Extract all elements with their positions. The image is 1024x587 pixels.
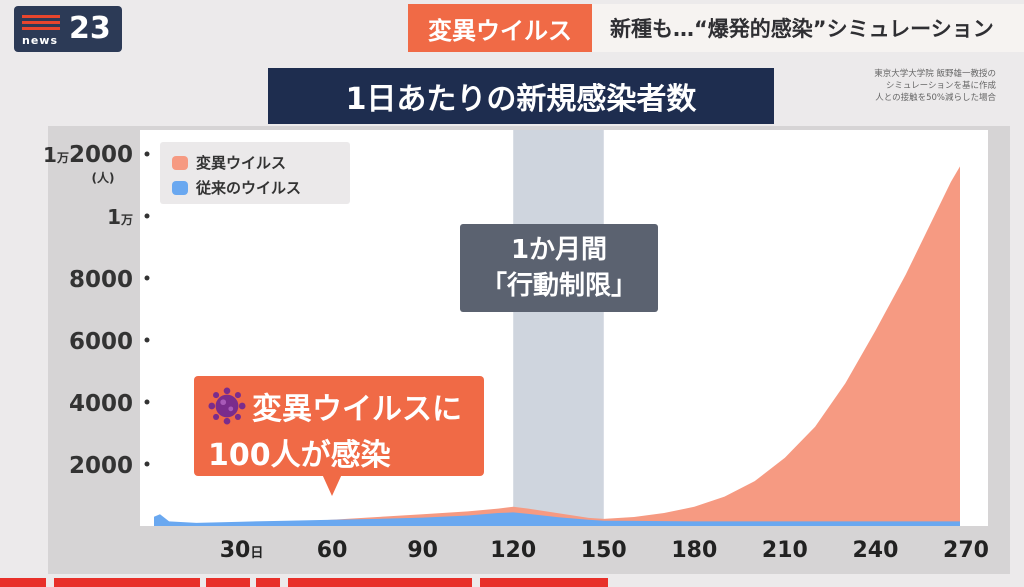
x-tick-label: 30日 — [220, 538, 264, 563]
y-tick-label: 1万2000 — [43, 142, 133, 168]
y-tick-mark — [144, 399, 150, 405]
x-tick-label: 270 — [943, 538, 989, 563]
y-tick-mark — [144, 213, 150, 219]
legend-item-conventional: 従来のウイルス — [172, 177, 301, 198]
y-tick-mark — [144, 275, 150, 281]
callout-line2: 100人が感染 — [208, 438, 391, 473]
y-tick-mark — [144, 461, 150, 467]
y-tick-mark — [144, 151, 150, 157]
logo-bars-icon — [22, 15, 60, 33]
callout-line1: 変異ウイルスに — [208, 384, 462, 428]
x-tick-label: 90 — [407, 538, 438, 563]
x-tick-label: 150 — [581, 538, 627, 563]
y-unit-label: (人) — [92, 170, 115, 185]
logo-number: 23 — [69, 11, 111, 46]
logo-word: news — [22, 34, 59, 47]
source-line: 人との接触を50%減らした場合 — [875, 93, 996, 103]
legend-label-variant: 変異ウイルス — [196, 154, 287, 172]
legend-item-variant: 変異ウイルス — [172, 152, 286, 173]
x-tick-label: 120 — [490, 538, 536, 563]
restriction-label-line2: 「行動制限」 — [480, 271, 637, 301]
callout-pointer — [322, 474, 342, 496]
virus-icon — [208, 387, 246, 425]
callout-line1-text: 変異ウイルスに — [252, 392, 462, 427]
series-area-conventional — [154, 512, 960, 526]
restriction-label-box: 1か月間 「行動制限」 — [460, 224, 658, 312]
source-line: シミュレーションを基に作成 — [885, 81, 996, 91]
x-tick-label: 210 — [762, 538, 808, 563]
y-tick-label: 6000 — [69, 329, 133, 355]
legend-swatch-variant — [172, 155, 188, 170]
legend-swatch-conventional — [172, 180, 188, 195]
news23-logo: news 23 — [14, 6, 122, 52]
x-tick-label: 60 — [317, 538, 348, 563]
x-tick-label: 240 — [852, 538, 898, 563]
x-tick-label: 180 — [671, 538, 717, 563]
topic-tag: 変異ウイルス — [408, 4, 592, 52]
restriction-label-line1: 1か月間 — [510, 235, 608, 265]
y-tick-label: 4000 — [69, 391, 133, 417]
y-tick-label: 1万 — [107, 205, 133, 229]
y-tick-label: 2000 — [69, 453, 133, 479]
y-tick-mark — [144, 337, 150, 343]
bottom-ticker-strip — [0, 578, 1024, 587]
topic-title: 新種も…“爆発的感染”シミュレーション — [592, 4, 1024, 52]
source-line: 東京大学大学院 飯野雄一教授の — [874, 69, 996, 79]
legend-label-conventional: 従来のウイルス — [196, 179, 302, 197]
chart-title: 1日あたりの新規感染者数 — [268, 68, 774, 124]
variant-callout: 変異ウイルスに 100人が感染 — [194, 376, 484, 496]
series-area-variant — [154, 166, 960, 526]
restriction-band — [513, 130, 604, 526]
chart-legend: 変異ウイルス 従来のウイルス — [160, 142, 350, 204]
y-tick-label: 8000 — [69, 267, 133, 293]
source-note: 東京大学大学院 飯野雄一教授の シミュレーションを基に作成 人との接触を50%減… — [790, 68, 996, 104]
